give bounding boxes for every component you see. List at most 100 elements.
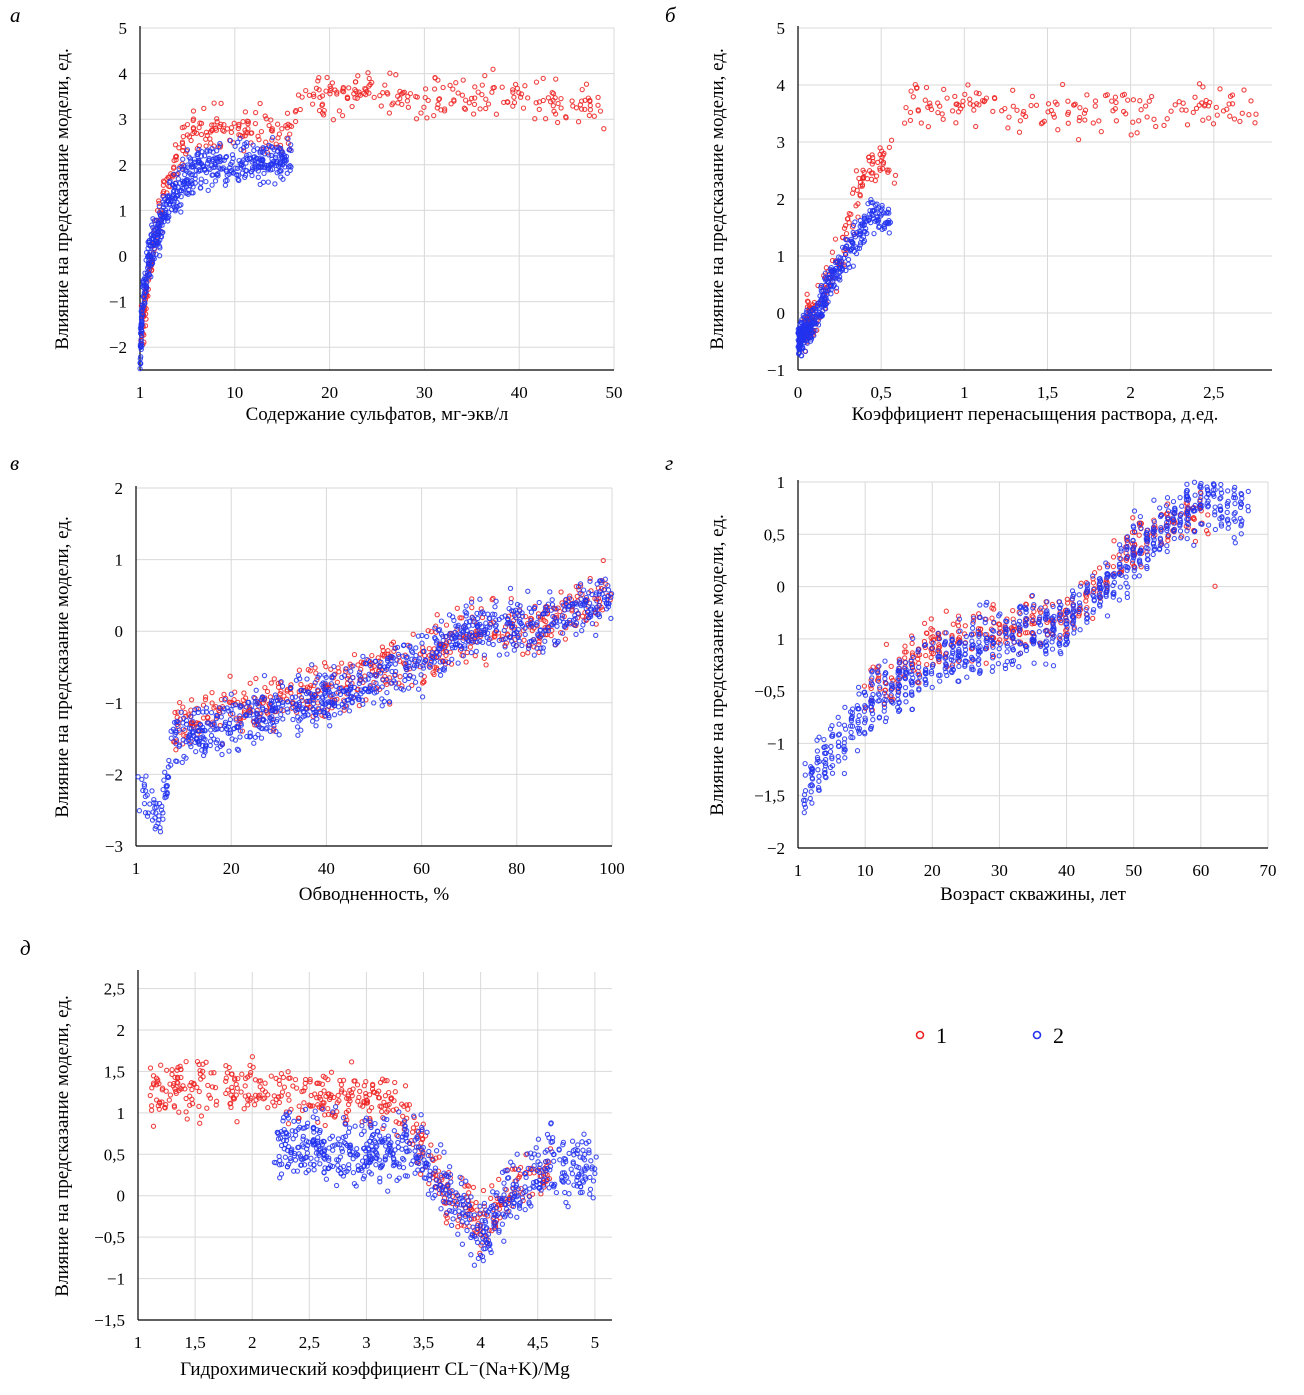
data-point-series-1	[367, 81, 373, 88]
data-point-series-2	[854, 748, 861, 754]
data-point-series-1	[183, 1058, 189, 1065]
data-point-series-1	[235, 1075, 241, 1082]
data-point-series-1	[547, 99, 554, 105]
data-point-series-2	[142, 788, 149, 794]
data-point-series-2	[855, 717, 861, 724]
data-point-series-2	[543, 628, 549, 634]
data-point-series-2	[1238, 531, 1244, 537]
data-point-series-1	[888, 675, 895, 681]
data-point-series-2	[991, 619, 997, 626]
data-point-series-2	[908, 689, 915, 695]
data-point-series-2	[822, 302, 828, 309]
data-point-series-2	[1131, 555, 1137, 561]
y-tick-label: −3	[105, 837, 123, 856]
data-point-series-1	[1179, 107, 1185, 113]
data-point-series-1	[285, 1069, 291, 1075]
data-point-series-2	[796, 349, 803, 356]
data-point-series-1	[263, 139, 269, 145]
data-point-series-1	[356, 1094, 362, 1101]
data-point-series-1	[563, 115, 569, 121]
data-point-series-2	[261, 170, 267, 177]
data-point-series-1	[316, 87, 322, 93]
data-point-series-2	[1017, 624, 1023, 630]
data-point-series-2	[542, 604, 549, 610]
data-point-series-2	[1158, 541, 1164, 547]
data-point-series-2	[842, 704, 848, 711]
data-point-series-1	[317, 1090, 324, 1097]
data-point-series-1	[355, 73, 361, 79]
data-point-series-1	[345, 1101, 352, 1108]
data-point-series-1	[220, 127, 226, 133]
data-point-series-1	[173, 747, 179, 753]
data-point-series-2	[835, 753, 841, 760]
data-point-series-2	[801, 792, 808, 798]
data-point-series-2	[833, 285, 840, 291]
data-point-series-1	[965, 82, 971, 88]
data-point-series-2	[976, 639, 982, 645]
data-point-series-2	[135, 774, 141, 780]
data-point-series-2	[289, 694, 295, 701]
data-point-series-2	[1225, 525, 1231, 531]
data-point-series-1	[483, 662, 489, 668]
data-point-series-2	[1063, 636, 1070, 642]
x-tick-label: 3,5	[413, 1333, 434, 1352]
data-point-series-1	[292, 1076, 299, 1083]
data-point-series-1	[323, 88, 329, 94]
data-point-series-2	[232, 737, 239, 743]
data-point-series-2	[1097, 594, 1104, 600]
data-point-series-2	[138, 338, 144, 345]
data-point-series-1	[510, 103, 516, 109]
data-point-series-2	[502, 644, 508, 650]
data-point-series-1	[197, 120, 203, 126]
data-point-series-1	[178, 1066, 184, 1073]
data-point-series-1	[218, 696, 225, 703]
data-point-series-2	[150, 809, 156, 815]
data-point-series-2	[237, 728, 243, 734]
data-point-series-2	[810, 307, 816, 314]
data-point-series-2	[257, 181, 263, 188]
data-point-series-1	[176, 145, 182, 151]
data-point-series-2	[146, 267, 152, 273]
data-point-series-1	[167, 1092, 174, 1098]
data-point-series-1	[877, 145, 883, 151]
data-point-series-2	[829, 770, 836, 776]
data-point-series-2	[587, 578, 593, 584]
data-point-series-2	[392, 645, 398, 651]
data-point-series-2	[983, 635, 990, 642]
data-point-series-2	[228, 707, 234, 713]
data-point-series-1	[848, 211, 854, 217]
data-point-series-1	[976, 90, 982, 97]
data-point-series-2	[222, 182, 229, 188]
data-point-series-2	[237, 713, 243, 719]
data-point-series-1	[921, 620, 928, 627]
data-point-series-2	[247, 734, 253, 740]
data-point-series-2	[310, 697, 316, 703]
data-point-series-2	[337, 710, 343, 716]
x-tick-label: 10	[857, 861, 874, 880]
data-point-series-2	[857, 240, 864, 246]
data-point-series-1	[280, 1074, 287, 1081]
data-point-series-2	[323, 713, 329, 719]
data-point-series-2	[196, 168, 202, 174]
data-point-series-1	[601, 126, 607, 132]
data-point-series-1	[328, 1069, 335, 1075]
data-point-series-1	[1029, 93, 1036, 100]
data-point-series-1	[163, 1102, 169, 1108]
data-point-series-2	[220, 709, 226, 715]
data-point-series-2	[562, 607, 568, 613]
data-point-series-2	[513, 629, 520, 635]
data-point-series-2	[384, 676, 390, 683]
data-point-series-1	[955, 613, 962, 619]
data-point-series-1	[546, 1159, 552, 1165]
data-point-series-1	[231, 697, 237, 703]
data-point-series-2	[242, 174, 248, 181]
data-point-series-2	[1177, 520, 1184, 526]
data-point-series-1	[1082, 107, 1089, 113]
data-point-series-2	[394, 644, 401, 651]
data-point-series-1	[908, 88, 914, 94]
data-point-series-2	[424, 633, 430, 640]
data-point-series-2	[1239, 518, 1245, 524]
data-point-series-2	[263, 719, 269, 725]
data-point-series-1	[285, 1092, 291, 1098]
